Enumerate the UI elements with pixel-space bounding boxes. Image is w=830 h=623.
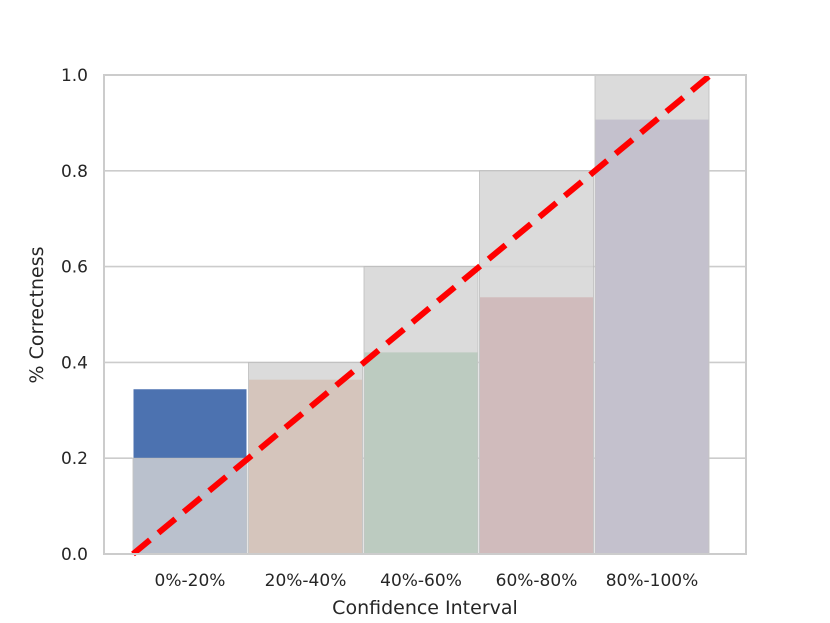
y-tick-label: 0.2 bbox=[61, 449, 88, 469]
y-tick-label: 0.8 bbox=[61, 162, 88, 182]
gap-bars bbox=[132, 74, 710, 555]
perfect-calibration-line bbox=[131, 72, 713, 557]
y-tick-label: 0.4 bbox=[61, 353, 88, 373]
x-tick-label: 20%-40% bbox=[265, 571, 347, 591]
y-tick-label: 1.0 bbox=[61, 66, 88, 86]
gap-bar bbox=[479, 170, 594, 555]
y-tick-label: 0.0 bbox=[61, 545, 88, 565]
perfect-calibration-line-group bbox=[131, 72, 713, 557]
x-axis-label: Confidence Interval bbox=[332, 597, 518, 619]
gap-bar bbox=[363, 266, 479, 555]
x-tick-label: 60%-80% bbox=[496, 571, 578, 591]
plot-frame bbox=[103, 74, 747, 555]
gap-bar bbox=[248, 361, 363, 555]
x-tick-label: 40%-60% bbox=[380, 571, 462, 591]
x-tick-labels: 0%-20% 20%-40% 40%-60% 60%-80% 80%-100% bbox=[155, 571, 699, 591]
y-tick-label: 0.6 bbox=[61, 258, 88, 278]
gap-bar bbox=[594, 74, 710, 555]
x-tick-label: 80%-100% bbox=[606, 571, 699, 591]
y-tick-labels: 0.0 0.2 0.4 0.6 0.8 1.0 bbox=[61, 66, 88, 565]
x-tick-label: 0%-20% bbox=[155, 571, 226, 591]
y-axis-label: % Correctness bbox=[26, 247, 48, 384]
